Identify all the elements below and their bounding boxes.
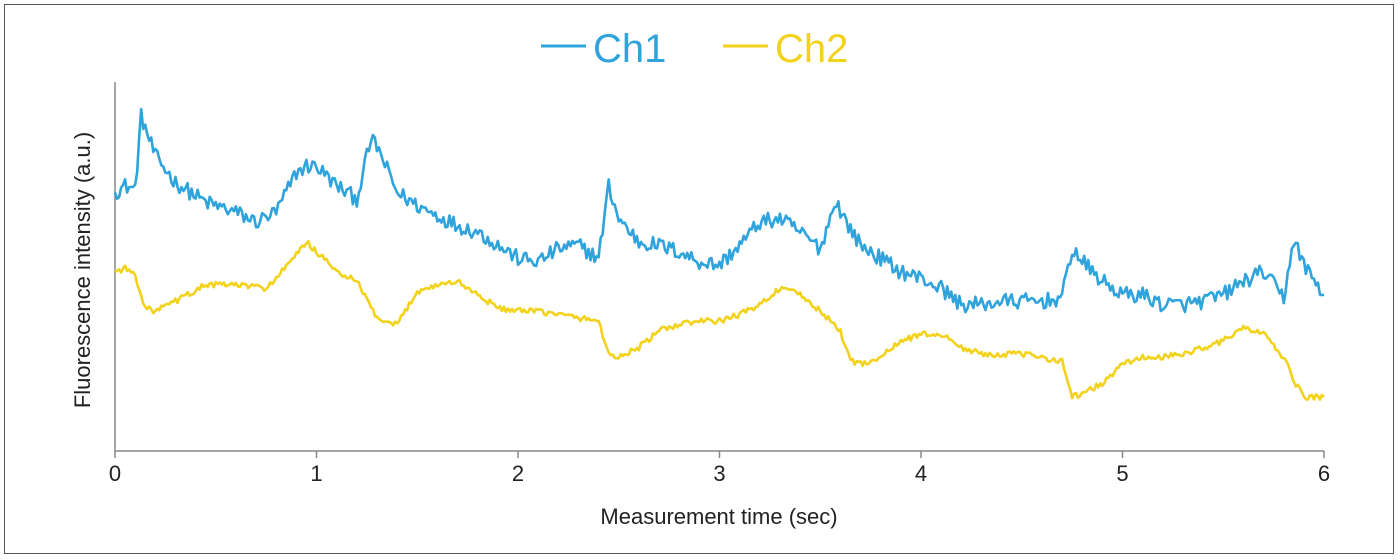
- x-axis-title: Measurement time (sec): [600, 504, 837, 529]
- legend-label-ch2: Ch2: [775, 27, 848, 71]
- series-line-ch2: [114, 239, 1325, 401]
- x-tick-label-2: 2: [512, 461, 524, 486]
- x-tick-label-4: 4: [915, 461, 927, 486]
- x-tick-label-5: 5: [1116, 461, 1128, 486]
- y-axis-title: Fluorescence intensity (a.u.): [70, 132, 95, 408]
- legend-label-ch1: Ch1: [593, 27, 666, 71]
- series-group: [113, 107, 1325, 401]
- legend: Ch1 Ch2: [541, 27, 848, 71]
- x-tick-label-6: 6: [1318, 461, 1330, 486]
- x-tick-label-0: 0: [109, 461, 121, 486]
- x-tick-label-1: 1: [310, 461, 322, 486]
- series-line-ch1: [113, 107, 1325, 314]
- chart-frame: [4, 4, 1394, 554]
- x-tick-label-3: 3: [713, 461, 725, 486]
- x-tick-group: 0 1 2 3 4 5 6: [109, 451, 1330, 486]
